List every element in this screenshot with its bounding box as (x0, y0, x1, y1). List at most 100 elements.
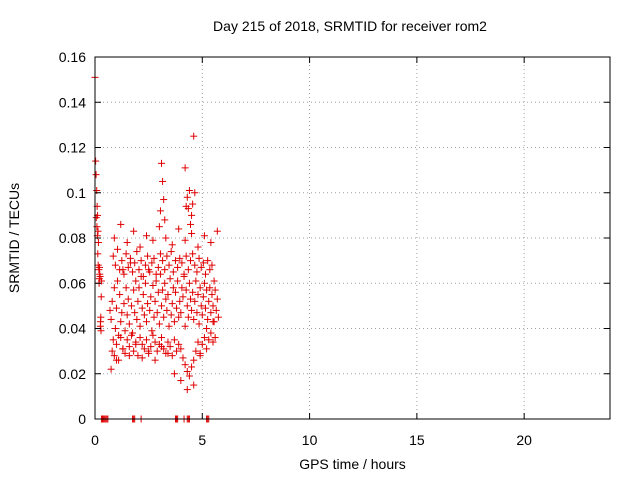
data-point (185, 279, 193, 287)
data-point (182, 202, 190, 210)
y-tick-label: 0.14 (59, 94, 86, 110)
x-tick-label: 0 (91, 432, 99, 448)
data-point (178, 284, 186, 292)
data-point (159, 177, 167, 185)
data-point (175, 313, 183, 321)
data-point (134, 352, 142, 360)
data-point (181, 322, 189, 330)
data-point (130, 347, 138, 355)
data-point (108, 297, 116, 305)
data-point (183, 386, 191, 394)
data-point (147, 293, 155, 301)
data-point (138, 354, 146, 362)
data-point (93, 223, 101, 231)
data-point (118, 309, 126, 317)
data-point (186, 295, 194, 303)
data-point (154, 288, 162, 296)
data-point (165, 261, 173, 269)
data-point (107, 365, 115, 373)
data-point (155, 223, 163, 231)
data-point (112, 304, 120, 312)
data-point (169, 268, 177, 276)
data-point (190, 315, 198, 323)
data-point (195, 254, 203, 262)
data-point (212, 306, 220, 314)
data-point (207, 239, 215, 247)
data-point (197, 302, 205, 310)
data-point (152, 270, 160, 278)
data-point (177, 309, 185, 317)
data-point (185, 372, 193, 380)
data-point (204, 315, 212, 323)
data-point (117, 318, 125, 326)
data-point (206, 284, 214, 292)
data-point (202, 304, 210, 312)
data-point (125, 352, 133, 360)
data-point (153, 309, 161, 317)
data-point (137, 257, 145, 265)
data-point (135, 284, 143, 292)
data-point (158, 302, 166, 310)
data-point (197, 263, 205, 271)
y-tick-label: 0.04 (59, 321, 86, 337)
data-point (150, 254, 158, 262)
data-point (208, 261, 216, 269)
data-point (120, 270, 128, 278)
data-point (144, 252, 152, 260)
data-point (156, 207, 164, 215)
data-point (96, 263, 104, 271)
data-point (186, 257, 194, 265)
data-point (168, 241, 176, 249)
data-point (94, 227, 102, 235)
data-point (136, 243, 144, 251)
data-point (121, 327, 129, 335)
data-point (149, 331, 157, 339)
data-point (196, 352, 204, 360)
data-point (123, 336, 131, 344)
data-point (151, 297, 159, 305)
data-point (161, 266, 169, 274)
data-point (111, 325, 119, 332)
data-point (175, 225, 183, 233)
data-point (178, 259, 186, 267)
data-point (203, 325, 211, 332)
data-point (127, 331, 135, 339)
data-point (190, 356, 198, 364)
data-point (110, 284, 118, 292)
data-point (175, 340, 183, 348)
data-point (214, 313, 222, 321)
y-tick-label: 0 (78, 411, 86, 427)
data-point (131, 259, 139, 267)
data-point (191, 261, 199, 269)
data-point (170, 336, 178, 344)
data-point (207, 309, 215, 317)
data-point (194, 243, 202, 251)
data-point (189, 250, 197, 258)
data-point (200, 232, 208, 240)
data-point (169, 284, 177, 292)
data-point (152, 277, 160, 285)
data-point (97, 327, 105, 335)
data-point (193, 268, 201, 276)
data-point (112, 340, 120, 348)
data-point (148, 327, 156, 335)
data-point (122, 250, 130, 258)
data-point (107, 315, 115, 323)
data-point (125, 320, 133, 328)
data-point (94, 239, 102, 247)
data-point (143, 318, 150, 326)
data-points (91, 73, 222, 423)
data-point (97, 313, 105, 321)
data-point (143, 336, 150, 344)
data-point (207, 329, 215, 337)
data-point (145, 347, 153, 355)
data-point (179, 293, 187, 301)
data-point (160, 313, 168, 321)
data-point (163, 252, 171, 260)
data-point (109, 336, 117, 344)
data-point (154, 263, 162, 271)
data-point (177, 377, 185, 385)
data-point (208, 291, 216, 299)
data-point (199, 293, 207, 301)
